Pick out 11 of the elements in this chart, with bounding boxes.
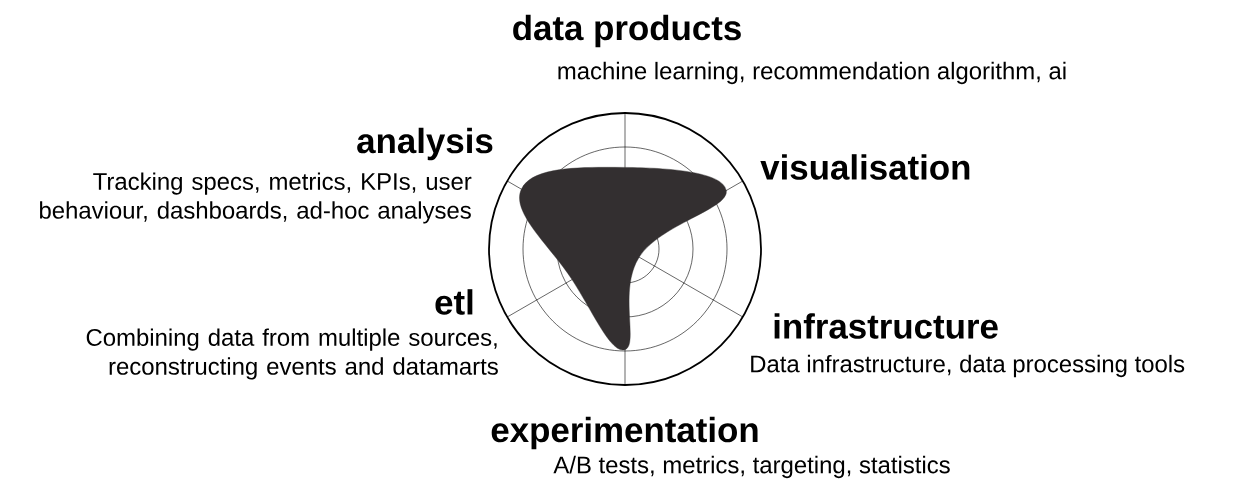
spoke-label: visualisation (760, 154, 970, 180)
text: A/B tests, metrics, targeting, statistics (553, 455, 950, 479)
text: Data infrastructure, data processing tools (751, 354, 1185, 378)
text: Tracking specs, metrics, KPIs, user behaviour, dashboards, ad-hoc analyses (40, 172, 472, 224)
spoke-label: infrastructure (774, 313, 998, 339)
spoke-label: analysis (357, 127, 493, 161)
text: machine learning, recommendation algorithm, ai (558, 61, 1066, 85)
spoke-label: etl (435, 289, 473, 315)
spoke-label: data products (513, 14, 741, 48)
text: Combining data from multiple sources, reconstructing events and datamarts (86, 328, 498, 380)
spoke-label: experimentation (491, 416, 758, 450)
